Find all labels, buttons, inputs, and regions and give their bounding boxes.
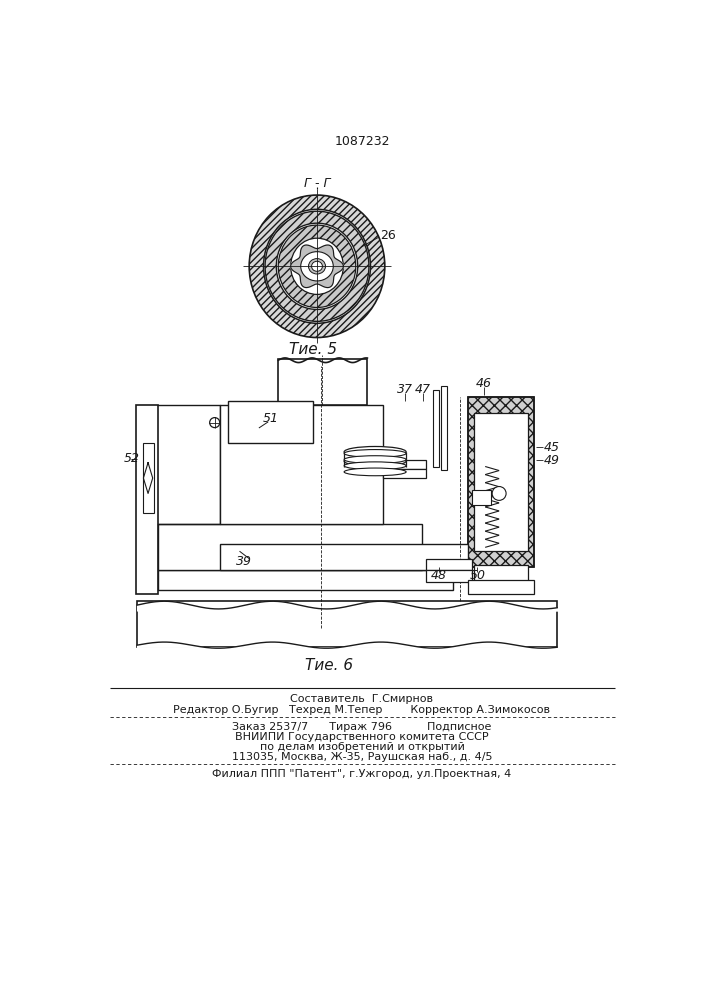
Text: 45: 45 [544,441,560,454]
Bar [474,413,528,551]
Polygon shape [344,447,406,466]
Ellipse shape [344,462,406,470]
Ellipse shape [344,450,406,457]
Bar [158,524,421,570]
Bar [220,405,383,524]
Ellipse shape [492,487,506,500]
Ellipse shape [312,261,322,271]
Ellipse shape [344,468,406,476]
Bar [143,443,154,513]
Text: 1087232: 1087232 [334,135,390,148]
Text: ВНИИПИ Государственного комитета СССР: ВНИИПИ Государственного комитета СССР [235,732,489,742]
Text: 51: 51 [263,412,279,425]
Ellipse shape [276,223,358,309]
Bar [433,389,440,466]
Text: 39: 39 [235,555,252,568]
Ellipse shape [300,252,333,281]
Ellipse shape [308,259,325,274]
Text: Τие. 5: Τие. 5 [289,342,337,357]
Bar [136,405,158,594]
Bar [468,397,534,567]
Text: Филиал ППП "Патент", г.Ужгород, ул.Проектная, 4: Филиал ППП "Патент", г.Ужгород, ул.Проек… [212,769,512,779]
Text: 52: 52 [123,452,139,465]
Ellipse shape [264,209,370,323]
Text: 113035, Москва, Ж-35, Раушская наб., д. 4/5: 113035, Москва, Ж-35, Раушская наб., д. … [232,752,492,762]
Text: 37: 37 [397,383,413,396]
Bar [279,359,368,405]
Text: Г - Г: Г - Г [304,177,330,190]
Bar [383,469,426,478]
Bar [474,565,528,582]
Ellipse shape [344,446,406,457]
Ellipse shape [210,418,220,428]
Bar [468,580,534,594]
Text: 26: 26 [380,229,397,242]
Text: 46: 46 [476,377,491,390]
Bar [158,570,452,590]
Bar [228,401,313,443]
Text: по делам изобретений и открытий: по делам изобретений и открытий [259,742,464,752]
Text: 49: 49 [544,454,560,467]
Bar [426,559,472,570]
Bar [426,570,472,582]
Text: 48: 48 [431,569,447,582]
Ellipse shape [249,195,385,338]
Bar [468,397,534,567]
Text: Редактор О.Бугир   Техред М.Тепер        Корректор А.Зимокосов: Редактор О.Бугир Техред М.Тепер Корректо… [173,705,551,715]
Ellipse shape [344,456,406,466]
Text: Заказ 2537/7      Тираж 796          Подписное: Заказ 2537/7 Тираж 796 Подписное [233,722,491,732]
Bar [441,386,448,470]
Bar [137,601,557,647]
Ellipse shape [279,225,356,307]
Ellipse shape [344,456,406,463]
Ellipse shape [291,238,344,294]
Text: 50: 50 [469,569,486,582]
Bar [472,490,491,505]
Polygon shape [158,405,220,524]
Bar [383,460,426,469]
Bar [220,544,468,570]
Text: Составитель  Г.Смирнов: Составитель Г.Смирнов [291,694,433,704]
Polygon shape [291,245,344,288]
Text: Τие. 6: Τие. 6 [305,658,353,673]
Text: 47: 47 [415,383,431,396]
Ellipse shape [265,211,369,321]
